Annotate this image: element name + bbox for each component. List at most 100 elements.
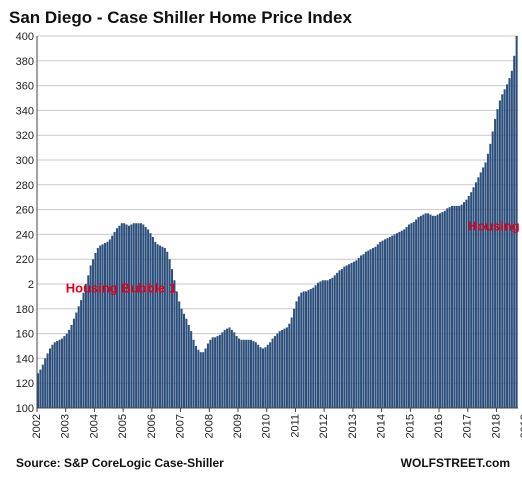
bar xyxy=(75,312,78,408)
x-tick-label: 2017 xyxy=(462,414,474,438)
bar xyxy=(156,244,159,408)
bar xyxy=(340,269,343,408)
bar xyxy=(489,143,492,408)
annotation-label: Housing Bubble 2 xyxy=(468,219,522,234)
x-tick-label: 2009 xyxy=(232,414,244,438)
bar xyxy=(508,78,511,408)
bar xyxy=(343,266,346,408)
bar xyxy=(264,347,267,408)
bar xyxy=(185,318,188,408)
bar xyxy=(142,224,145,408)
bar xyxy=(376,244,379,408)
bar xyxy=(348,264,351,408)
bar xyxy=(405,226,408,408)
bar xyxy=(455,205,458,408)
x-tick-label: 2008 xyxy=(203,414,215,438)
bar xyxy=(151,236,154,408)
bar xyxy=(305,291,308,408)
bar xyxy=(482,167,485,408)
bar xyxy=(293,308,296,408)
bar xyxy=(202,352,205,408)
bar xyxy=(506,84,509,409)
bar xyxy=(269,342,272,408)
x-tick-label: 2013 xyxy=(347,414,359,438)
bar xyxy=(171,269,174,408)
bar xyxy=(178,301,181,408)
bar xyxy=(147,229,150,408)
bar xyxy=(328,279,331,408)
bar xyxy=(82,292,85,408)
bar xyxy=(369,249,372,408)
bar xyxy=(295,301,298,408)
bar xyxy=(360,255,363,408)
bar xyxy=(374,246,377,408)
x-tick-label: 2010 xyxy=(261,414,273,438)
y-tick-label: 260 xyxy=(16,205,34,217)
bar xyxy=(204,348,207,408)
x-tick-label: 2018 xyxy=(490,414,502,438)
y-tick-label: 2 xyxy=(28,279,34,291)
bar xyxy=(451,205,454,408)
y-tick-label: 380 xyxy=(16,56,34,68)
bar xyxy=(448,207,451,408)
bar xyxy=(51,344,54,408)
bar xyxy=(288,323,291,408)
bar xyxy=(233,332,236,408)
bar xyxy=(58,339,61,408)
bar xyxy=(443,210,446,408)
bar xyxy=(173,280,176,408)
bar xyxy=(314,285,317,408)
bar xyxy=(446,208,449,408)
x-tick-label: 2006 xyxy=(146,414,158,438)
bar xyxy=(154,241,157,408)
bar xyxy=(101,244,104,408)
bar xyxy=(496,109,499,408)
bar xyxy=(324,280,327,408)
bar xyxy=(266,344,269,408)
bar xyxy=(209,339,212,408)
x-tick-label: 2011 xyxy=(289,414,301,438)
bar xyxy=(53,342,56,408)
bar xyxy=(214,337,217,408)
bar xyxy=(144,226,147,408)
bar xyxy=(39,369,42,408)
bar xyxy=(175,291,178,408)
bar xyxy=(309,288,312,408)
bar xyxy=(161,246,164,408)
bar xyxy=(297,296,300,408)
bar xyxy=(278,331,281,408)
bar xyxy=(321,280,324,408)
bar xyxy=(111,235,114,408)
bar xyxy=(77,306,80,408)
bar xyxy=(132,223,135,408)
bar xyxy=(467,195,470,408)
bar xyxy=(206,343,209,408)
bar xyxy=(300,292,303,408)
bar xyxy=(180,308,183,408)
y-tick-label: 320 xyxy=(16,130,34,142)
bar xyxy=(194,346,197,408)
bar xyxy=(228,327,231,408)
bar xyxy=(211,337,214,408)
bar xyxy=(99,245,102,408)
bar xyxy=(123,223,126,408)
bar xyxy=(462,202,465,408)
bar xyxy=(120,223,123,408)
bar xyxy=(331,277,334,408)
bar xyxy=(168,259,171,408)
bar xyxy=(106,241,109,408)
bar xyxy=(273,336,276,408)
bar xyxy=(37,373,40,408)
bar xyxy=(391,235,394,408)
bar xyxy=(221,332,224,408)
bar xyxy=(199,352,202,408)
y-tick-label: 400 xyxy=(16,31,34,43)
y-tick-label: 300 xyxy=(16,155,34,167)
bar xyxy=(192,339,195,408)
bar xyxy=(336,272,339,408)
bar xyxy=(254,342,257,408)
bar xyxy=(261,348,264,408)
bar xyxy=(302,291,305,408)
bar xyxy=(477,177,480,408)
